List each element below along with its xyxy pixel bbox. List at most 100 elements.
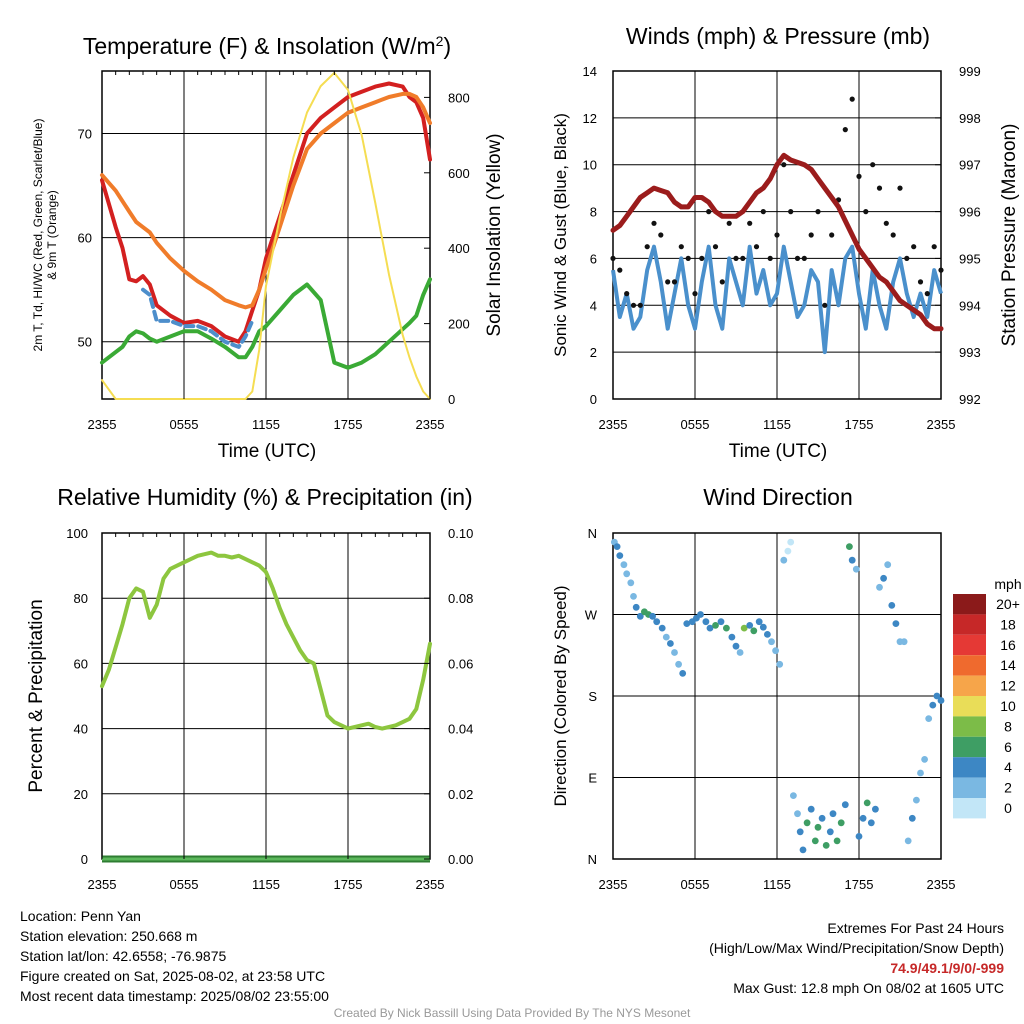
panel3-ytick-right-label: 0.06 bbox=[448, 656, 473, 671]
elevation-text: Station elevation: 250.668 m bbox=[20, 928, 198, 944]
panel2-ylabel-left: Sonic Wind & Gust (Blue, Black) bbox=[551, 113, 570, 357]
direction-point bbox=[784, 547, 792, 555]
direction-point bbox=[892, 620, 900, 627]
panel2-xlabel: Time (UTC) bbox=[729, 441, 828, 462]
direction-point bbox=[794, 810, 801, 818]
panel3-ticks: 2355 0555 1155 1755 23550204060801000.000.02… bbox=[66, 526, 473, 892]
gust-point bbox=[740, 255, 746, 261]
direction-point bbox=[675, 660, 682, 668]
direction-point bbox=[848, 556, 856, 564]
panel2-title: Winds (mph) & Pressure (mb) bbox=[626, 23, 930, 49]
panel1-xtick-label: 1755 bbox=[334, 417, 363, 432]
gust-point bbox=[617, 267, 623, 273]
direction-point bbox=[732, 642, 740, 650]
gust-point bbox=[706, 209, 712, 215]
direction-point bbox=[649, 612, 656, 620]
panel3-xtick-label: 1755 bbox=[334, 877, 363, 892]
panel4-xtick-label: 2355 bbox=[927, 877, 956, 892]
series-9m-t bbox=[100, 91, 432, 310]
panel2-ytick-label: 0 bbox=[590, 392, 597, 407]
direction-point bbox=[723, 624, 730, 632]
panel4-xtick-label: 2355 bbox=[599, 877, 628, 892]
direction-point bbox=[826, 828, 834, 836]
gust-point bbox=[788, 209, 794, 215]
legend-swatch bbox=[953, 777, 986, 798]
location-text: Location: Penn Yan bbox=[20, 908, 141, 924]
direction-point bbox=[814, 823, 822, 831]
legend-swatch bbox=[953, 736, 986, 758]
legend-swatch bbox=[953, 594, 986, 615]
temperature-insolation-panel: Temperature (F) & Insolation (W/m2) 2355… bbox=[31, 33, 505, 462]
gust-point bbox=[760, 209, 766, 215]
direction-point bbox=[620, 561, 628, 569]
panel3-xtick-label: 1155 bbox=[252, 877, 280, 892]
gust-point bbox=[829, 232, 835, 238]
direction-point bbox=[846, 543, 853, 550]
recent-data-text: Most recent data timestamp: 2025/08/02 2… bbox=[20, 988, 329, 1004]
direction-point bbox=[776, 660, 784, 668]
max-gust-text: Max Gust: 12.8 mph On 08/02 at 1605 UTC bbox=[733, 980, 1004, 996]
panel2-xtick-label: 1155 bbox=[763, 417, 791, 432]
panel2-ytick-label: 14 bbox=[583, 64, 597, 79]
gust-point bbox=[842, 127, 848, 133]
gust-point bbox=[870, 162, 876, 168]
gust-point bbox=[897, 185, 903, 191]
gust-point bbox=[781, 162, 787, 168]
legend-label: 14 bbox=[1000, 657, 1016, 673]
gust-point bbox=[931, 244, 937, 250]
panel3-title: Relative Humidity (%) & Precipitation (i… bbox=[57, 484, 472, 510]
direction-point bbox=[888, 602, 896, 609]
direction-point bbox=[702, 618, 710, 626]
panel2-xtick-label: 2355 bbox=[599, 417, 628, 432]
gust-point bbox=[890, 232, 896, 238]
direction-point bbox=[904, 837, 912, 845]
gust-point bbox=[924, 291, 930, 297]
wind-direction-panel: Wind Direction 2355 0555 1155 1755 2355NESWN… bbox=[551, 484, 1022, 892]
panel4-xtick-label: 1155 bbox=[763, 877, 791, 892]
gust-point bbox=[767, 255, 773, 261]
gust-point bbox=[849, 96, 855, 102]
legend-label: 6 bbox=[1004, 739, 1012, 755]
legend-label: 20+ bbox=[996, 596, 1020, 612]
series-station-pressure bbox=[610, 152, 944, 332]
panel3-ytick-label: 20 bbox=[74, 787, 88, 802]
created-text: Figure created on Sat, 2025-08-02, at 23… bbox=[20, 968, 326, 984]
direction-point bbox=[636, 612, 644, 620]
station-info: Location: Penn Yan Station elevation: 25… bbox=[20, 906, 329, 1006]
direction-point bbox=[706, 624, 714, 632]
gust-point bbox=[719, 279, 725, 285]
legend-label: 10 bbox=[1000, 698, 1016, 714]
direction-point bbox=[616, 552, 624, 559]
direction-point bbox=[925, 715, 933, 722]
gust-point bbox=[658, 232, 664, 238]
panel1-title: Temperature (F) & Insolation (W/m2) bbox=[83, 33, 451, 59]
direction-point bbox=[697, 611, 704, 618]
panel2-ytick-right-label: 997 bbox=[959, 158, 981, 173]
gust-point bbox=[904, 255, 910, 261]
direction-point bbox=[872, 805, 879, 813]
panel3-ytick-label: 0 bbox=[81, 852, 88, 867]
panel2-ytick-label: 12 bbox=[583, 111, 597, 126]
panel4-ytick-label: W bbox=[585, 608, 598, 623]
winds-pressure-panel: Winds (mph) & Pressure (mb) 2355 0555 1155… bbox=[551, 23, 1020, 462]
panel2-ytick-label: 10 bbox=[583, 158, 597, 173]
gust-point bbox=[671, 279, 678, 285]
gust-point bbox=[692, 291, 698, 297]
legend-label: 16 bbox=[1000, 637, 1016, 653]
legend-title: mph bbox=[994, 576, 1021, 592]
direction-point bbox=[679, 670, 687, 677]
panel4-ytick-label: E bbox=[588, 771, 597, 786]
direction-point bbox=[876, 583, 883, 591]
direction-point bbox=[929, 701, 937, 709]
direction-point bbox=[803, 819, 811, 827]
extremes-values: 74.9/49.1/9/0/-999 bbox=[890, 960, 1004, 976]
panel4-xtick-label: 1755 bbox=[845, 877, 874, 892]
panel3-ytick-label: 100 bbox=[66, 526, 88, 541]
direction-point bbox=[913, 796, 920, 804]
gust-point bbox=[753, 244, 760, 250]
direction-point bbox=[880, 574, 887, 582]
panel2-xtick-label: 1755 bbox=[845, 417, 874, 432]
direction-point bbox=[627, 579, 635, 587]
panel2-ytick-label: 8 bbox=[590, 205, 597, 220]
